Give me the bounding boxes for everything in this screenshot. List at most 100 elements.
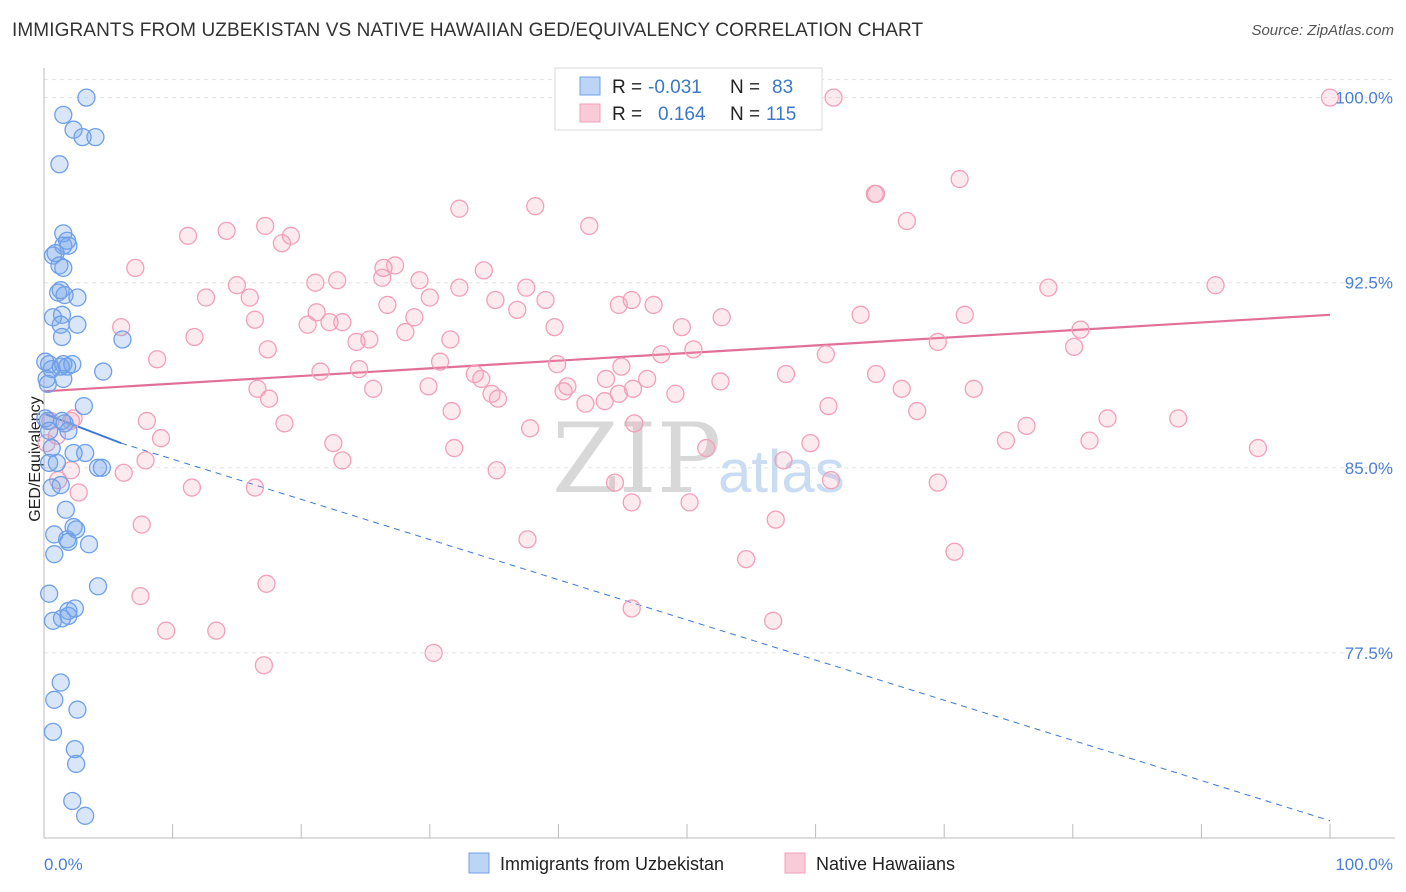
series-swatch-hawaiian bbox=[784, 852, 806, 874]
hawaiian-point-108 bbox=[801, 433, 820, 453]
hawaiian-point-49 bbox=[1071, 320, 1090, 339]
uzbekistan-point-1 bbox=[54, 105, 73, 125]
hawaiian-point-20 bbox=[410, 271, 429, 290]
legend-n-value-1: 83 bbox=[772, 77, 793, 98]
uzbekistan-point-13 bbox=[54, 258, 73, 278]
hawaiian-point-16 bbox=[385, 256, 405, 275]
hawaiian-point-53 bbox=[441, 330, 460, 349]
hawaiian-point-138 bbox=[424, 643, 443, 663]
hawaiian-point-34 bbox=[609, 295, 628, 315]
uzbekistan-point-44 bbox=[64, 443, 83, 463]
y-tick-label-1: 85.0% bbox=[1345, 459, 1393, 478]
series-label-hawaiian: Native Hawaiians bbox=[816, 854, 955, 874]
uzbekistan-point-10 bbox=[43, 246, 63, 265]
hawaiian-point-68 bbox=[472, 369, 491, 389]
uzbekistan-point-33 bbox=[54, 369, 73, 389]
uzbekistan-point-67 bbox=[45, 690, 64, 709]
hawaiian-point-4 bbox=[950, 169, 969, 189]
hawaiian-point-112 bbox=[136, 451, 155, 470]
hawaiian-point-107 bbox=[697, 438, 716, 458]
hawaiian-point-106 bbox=[445, 438, 464, 458]
hawaiian-point-132 bbox=[257, 574, 276, 593]
uzbekistan-point-45 bbox=[39, 453, 59, 473]
hawaiian-point-118 bbox=[487, 461, 506, 480]
uzbekistan-point-72 bbox=[63, 791, 82, 811]
hawaiian-point-0 bbox=[1320, 88, 1340, 107]
stats-legend: R = -0.031 N = 83 R = 0.164 N = 115 bbox=[554, 67, 823, 131]
hawaiian-point-130 bbox=[737, 549, 756, 569]
uzbekistan-point-59 bbox=[88, 577, 108, 596]
hawaiian-point-54 bbox=[347, 332, 366, 352]
uzbekistan-point-65 bbox=[52, 609, 72, 628]
hawaiian-point-11 bbox=[256, 216, 275, 236]
uzbekistan-point-40 bbox=[39, 421, 59, 440]
hawaiian-point-139 bbox=[254, 656, 274, 675]
hawaiian-point-37 bbox=[405, 308, 424, 327]
watermark-zip: ZIP bbox=[552, 403, 721, 515]
uzbekistan-point-30 bbox=[63, 355, 82, 374]
uzbekistan-point-5 bbox=[50, 155, 69, 174]
uzbekistan-point-31 bbox=[94, 362, 113, 381]
uzbekistan-trend-line bbox=[43, 412, 122, 445]
uzbekistan-point-21 bbox=[68, 315, 87, 334]
hawaiian-point-73 bbox=[866, 364, 886, 384]
hawaiian-point-87 bbox=[576, 394, 595, 413]
uzbekistan-point-71 bbox=[67, 754, 86, 774]
hawaiian-point-124 bbox=[69, 483, 88, 502]
hawaiian-point-82 bbox=[666, 384, 685, 403]
uzbekistan-point-17 bbox=[68, 288, 87, 307]
x-tick-label-0: 0.0% bbox=[44, 855, 83, 874]
hawaiian-point-13 bbox=[272, 234, 292, 253]
hawaiian-point-100 bbox=[1098, 409, 1117, 428]
hawaiian-point-98 bbox=[625, 414, 644, 433]
hawaiian-point-110 bbox=[1080, 431, 1099, 450]
series-legend: Immigrants from Uzbekistan Native Hawaii… bbox=[468, 852, 955, 874]
hawaiian-point-29 bbox=[240, 288, 259, 307]
hawaiian-point-17 bbox=[474, 261, 493, 280]
hawaiian-point-90 bbox=[908, 401, 927, 421]
hawaiian-point-64 bbox=[148, 350, 167, 369]
uzbekistan-point-68 bbox=[68, 700, 87, 719]
hawaiian-point-69 bbox=[596, 369, 616, 389]
hawaiian-point-46 bbox=[672, 317, 692, 337]
hawaiian-point-51 bbox=[185, 327, 204, 347]
hawaiian-point-41 bbox=[298, 315, 317, 334]
hawaiian-point-89 bbox=[819, 396, 838, 416]
hawaiian-point-121 bbox=[928, 473, 947, 492]
uzbekistan-point-19 bbox=[43, 308, 63, 327]
hawaiian-point-119 bbox=[605, 473, 625, 492]
hawaiian-point-14 bbox=[126, 258, 145, 278]
uzbekistan-point-66 bbox=[51, 673, 70, 692]
uzbekistan-trend-extension bbox=[121, 442, 1331, 822]
chart-title: IMMIGRANTS FROM UZBEKISTAN VS NATIVE HAW… bbox=[12, 20, 924, 41]
hawaiian-point-99 bbox=[1017, 416, 1036, 436]
uzbekistan-point-23 bbox=[113, 330, 132, 349]
trend-lines bbox=[43, 313, 1331, 822]
hawaiian-point-10 bbox=[178, 226, 198, 245]
hawaiian-point-24 bbox=[1039, 278, 1058, 297]
hawaiian-point-31 bbox=[486, 290, 505, 310]
hawaiian-point-21 bbox=[306, 273, 325, 292]
hawaiian-point-57 bbox=[684, 340, 703, 359]
hawaiian-point-44 bbox=[851, 305, 870, 324]
uzbekistan-point-41 bbox=[59, 421, 78, 440]
hawaiian-point-135 bbox=[764, 611, 783, 630]
hawaiian-point-117 bbox=[114, 463, 133, 482]
hawaiian-point-65 bbox=[349, 359, 369, 379]
grid-lines bbox=[44, 79, 1395, 654]
hawaiian-point-5 bbox=[526, 197, 545, 216]
watermark-atlas: atlas bbox=[718, 438, 845, 505]
y-tick-label-3: 100.0% bbox=[1335, 89, 1393, 108]
hawaiian-point-42 bbox=[320, 313, 339, 332]
hawaiian-point-74 bbox=[419, 377, 438, 396]
hawaiian-point-95 bbox=[137, 411, 157, 431]
uzbekistan-point-56 bbox=[59, 532, 78, 551]
hawaiian-point-55 bbox=[928, 332, 947, 352]
hawaiian-point-28 bbox=[196, 288, 216, 307]
hawaiian-point-23 bbox=[1206, 276, 1225, 295]
hawaiian-point-39 bbox=[245, 310, 265, 329]
hawaiian-point-35 bbox=[378, 295, 397, 315]
series-swatch-uzbekistan bbox=[468, 852, 490, 874]
uzbekistan-point-57 bbox=[79, 535, 99, 554]
uzbekistan-point-35 bbox=[74, 396, 94, 416]
